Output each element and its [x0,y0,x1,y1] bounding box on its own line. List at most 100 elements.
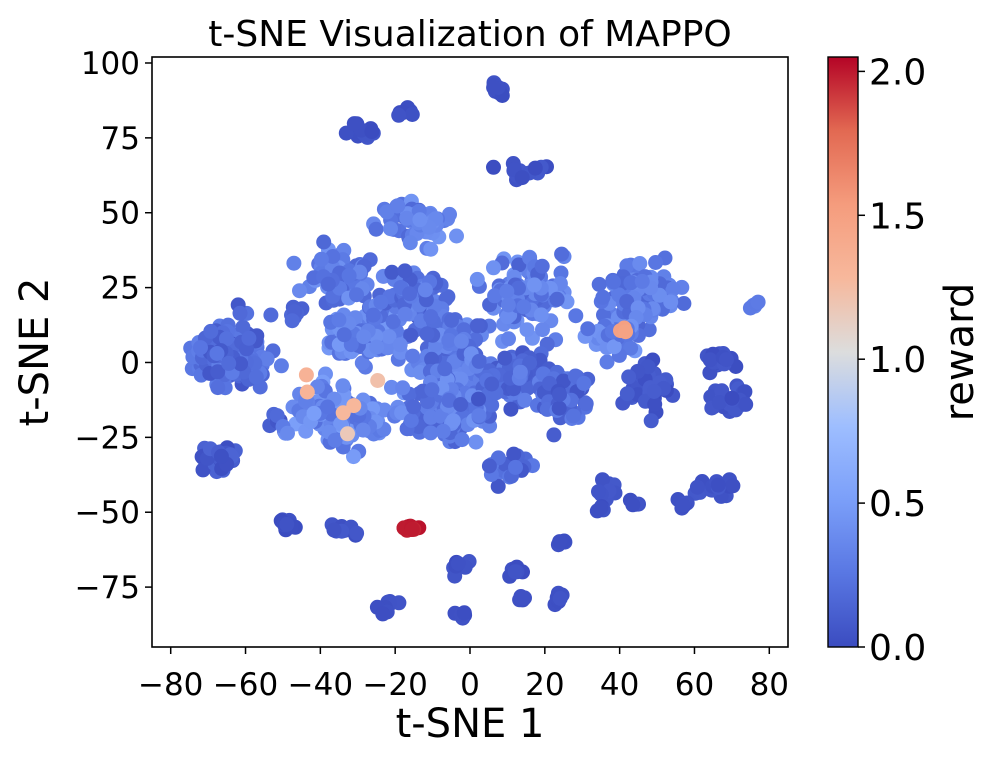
scatter-point [471,408,487,424]
scatter-point [453,333,469,349]
scatter-point [648,255,664,270]
scatter-point [453,397,469,412]
scatter-point [500,297,516,313]
scatter-point [209,346,225,361]
scatter-point [710,477,726,493]
scatter-point [724,390,740,406]
scatter-point [533,307,549,323]
scatter-point [725,478,741,494]
scatter-point [552,387,567,402]
scatter-point [689,479,705,495]
scatter-point [481,458,497,474]
scatter-point [471,391,486,407]
scatter-point [248,369,264,385]
scatter-point [402,286,418,302]
chart-title: t-SNE Visualization of MAPPO [208,14,732,55]
scatter-point [632,256,648,271]
scatter-point [385,314,401,330]
x-tick-label: −20 [362,667,427,703]
scatter-point [423,241,439,257]
y-tick-label: 100 [81,46,140,82]
scatter-point [403,413,419,428]
scatter-point [623,340,639,356]
y-tick-label: 0 [120,345,140,381]
scatter-point [384,379,399,395]
scatter-point [203,323,219,339]
scatter-point [232,305,248,321]
scatter-point [397,263,413,279]
scatter-point [219,331,234,347]
scatter-point [549,291,565,307]
scatter-point [424,351,440,367]
scatter-point [399,210,415,226]
scatter-point [354,355,370,371]
scatter-point [298,367,314,383]
scatter-point [397,306,413,322]
scatter-point [326,522,342,538]
scatter-point [454,432,470,448]
scatter-point [618,324,634,340]
scatter-point [365,307,381,323]
scatter-point [578,396,594,412]
scatter-point [506,446,522,462]
scatter-point [419,326,435,342]
scatter-point [433,408,449,424]
scatter-point [553,265,569,281]
scatter-point [221,355,237,371]
scatter-point [511,257,527,273]
scatter-point [273,358,289,374]
scatter-point [404,521,420,537]
scatter-point [663,294,679,310]
scatter-point [520,380,536,396]
scatter-point [233,356,249,372]
scatter-point [499,283,515,299]
scatter-point [405,348,421,364]
scatter-point [490,478,506,494]
scatter-point [606,274,621,290]
scatter-point [486,159,501,175]
scatter-point [235,319,251,335]
colorbar-tick-label: 0.0 [869,628,926,669]
scatter-point [519,322,535,338]
scatter-point [647,396,663,412]
x-tick-label: 60 [675,667,714,703]
scatter-point [534,258,550,274]
scatter-point [522,355,538,371]
scatter-point [316,234,332,250]
scatter-point [517,590,532,606]
scatter-point [554,246,570,262]
scatter-point [346,449,361,465]
scatter-point [417,282,433,298]
scatter-point [445,413,461,429]
scatter-point [435,423,451,439]
scatter-point [468,434,484,450]
scatter-point [591,484,606,500]
scatter-point [210,380,226,396]
x-tick-label: 0 [460,667,480,703]
scatter-point [441,332,457,348]
scatter-point [241,330,257,346]
scatter-point [634,273,650,289]
scatter-point [512,364,528,380]
x-tick-label: 20 [525,667,564,703]
scatter-point [675,497,691,513]
scatter-point [391,107,407,123]
scatter-point [503,401,519,417]
colorbar-gradient [827,56,859,648]
scatter-point [313,251,329,267]
scatter-point [403,327,419,343]
scatter-point [619,294,635,309]
scatter-point [423,425,439,441]
scatter-point [402,235,418,251]
scatter-point [370,373,386,388]
scatter-point [738,396,754,412]
scatter-point [516,299,532,315]
scatter-point [552,591,568,606]
scatter-point [379,204,395,220]
scatter-point [486,80,502,95]
scatter-point [719,352,734,368]
scatter-point [284,313,300,329]
scatter-point [606,339,622,355]
scatter-point [497,350,513,366]
